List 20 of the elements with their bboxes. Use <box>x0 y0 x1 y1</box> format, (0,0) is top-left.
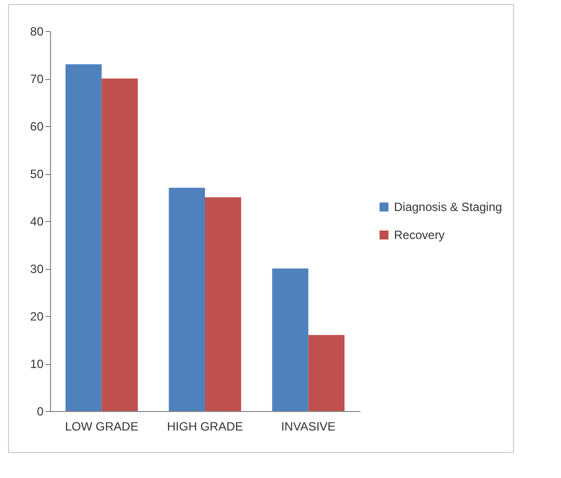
x-tick-label: INVASIVE <box>281 420 336 434</box>
bar <box>66 64 102 411</box>
y-tick-label: 60 <box>30 120 44 134</box>
x-tick-label: LOW GRADE <box>64 420 138 434</box>
bar <box>102 78 138 411</box>
bar <box>272 268 308 411</box>
bar <box>308 335 344 411</box>
y-tick-label: 30 <box>30 262 44 276</box>
x-tick-label: HIGH GRADE <box>166 420 244 434</box>
y-tick-label: 70 <box>30 72 44 86</box>
legend-label: Recovery <box>394 228 445 242</box>
y-tick-label: 20 <box>30 310 44 324</box>
y-tick-label: 0 <box>36 404 44 418</box>
y-tick-label: 50 <box>30 167 44 181</box>
legend-label: Diagnosis & Staging <box>394 200 502 214</box>
y-tick-label: 40 <box>30 214 44 228</box>
bar <box>205 197 242 411</box>
y-tick-label: 10 <box>30 357 44 371</box>
y-tick-label: 80 <box>30 24 44 38</box>
bar <box>168 188 205 411</box>
